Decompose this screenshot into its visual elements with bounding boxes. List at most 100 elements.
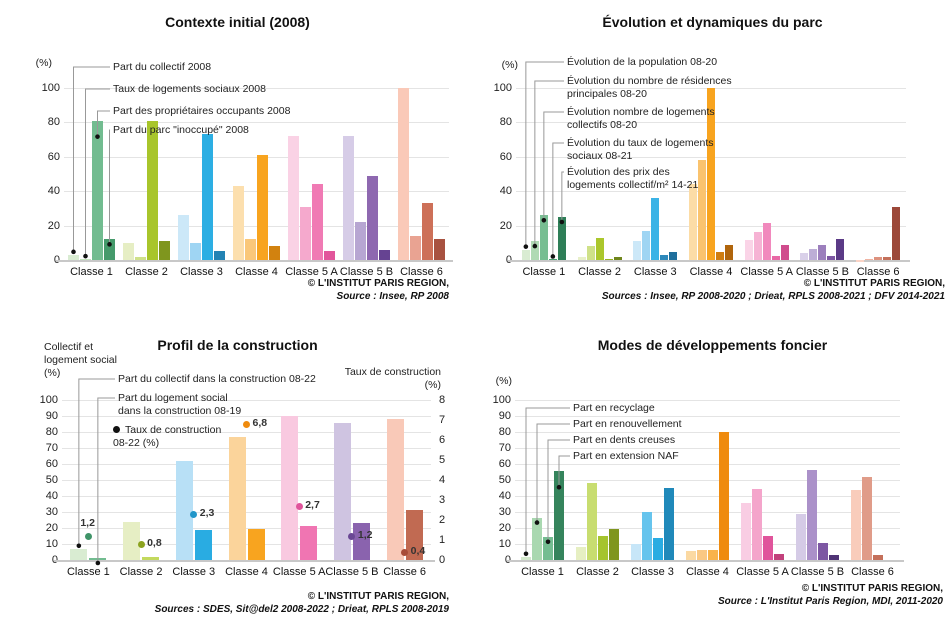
bar-series2-class5 <box>818 543 828 560</box>
y-tick-label: 20 <box>47 219 60 232</box>
legend-item: Part du collectif 2008 <box>113 61 212 73</box>
legend-item: Évolution du nombre de résidences princi… <box>567 75 732 100</box>
bar-series0-class3 <box>228 436 246 560</box>
construction-rate-value: 2,7 <box>305 499 320 511</box>
y-tick-label: 50 <box>498 474 511 486</box>
bar-series0-class6 <box>851 489 861 560</box>
y-tick-label: 0 <box>26 254 60 266</box>
bar-series1-class1 <box>135 256 146 260</box>
bar-series4-class2 <box>669 252 678 260</box>
bar-series1-class6 <box>862 476 872 560</box>
legend-leader-dot <box>550 254 556 259</box>
bar-series2-class4 <box>762 223 771 260</box>
credit-block: © L'INSTITUT PARIS REGION, Sources : Ins… <box>602 277 945 303</box>
bar-series2-class2 <box>651 198 660 260</box>
bar-series1-class5 <box>352 523 370 560</box>
construction-rate-value: 1,2 <box>80 517 95 529</box>
bar-series3-class0 <box>104 239 115 260</box>
y-tick-label: 10 <box>498 538 511 550</box>
bar-series3-class3 <box>716 252 724 260</box>
y-tick-label: 0 <box>24 554 58 566</box>
gridline <box>62 512 431 513</box>
x-category-label: Classe 5 B <box>325 566 379 578</box>
right-axis-title: Taux de construction (%) <box>344 366 441 391</box>
bar-series1-class1 <box>586 246 595 260</box>
bar-series1-class0 <box>532 517 542 560</box>
bar-series0-class5 <box>343 136 354 260</box>
bar-series0-class4 <box>741 503 751 560</box>
bar-series1-class0 <box>89 558 107 560</box>
credit-block: © L'INSTITUT PARIS REGION, Source : L'In… <box>718 582 943 608</box>
x-category-label: Classe 5 A <box>740 266 793 278</box>
right-y-tick-label: 7 <box>439 414 446 426</box>
x-category-label: Classe 1 <box>66 566 110 578</box>
gridline <box>64 88 449 89</box>
bar-series0-class1 <box>123 521 141 560</box>
construction-rate-dot <box>295 502 303 510</box>
bar-series3-class6 <box>883 256 892 260</box>
gridline <box>515 448 900 449</box>
copyright: © L'INSTITUT PARIS REGION, <box>801 583 943 594</box>
legend-item: Part du logement social dans la construc… <box>118 392 242 417</box>
bar-series2-class3 <box>257 155 268 260</box>
y-tick-label: 90 <box>498 410 511 422</box>
bar-series3-class2 <box>660 254 669 260</box>
x-category-label: Classe 3 <box>172 566 216 578</box>
legend-item: Taux de construction 08-22 (%) <box>113 424 221 450</box>
construction-rate-dot <box>137 540 145 548</box>
x-category-label: Classe 6 <box>400 266 443 278</box>
x-category-label: Classe 6 <box>851 566 894 578</box>
gridline <box>62 544 431 545</box>
bar-series1-class2 <box>194 529 212 560</box>
construction-rate-value: 0,8 <box>147 537 162 549</box>
bar-series4-class1 <box>613 256 622 260</box>
bar-series2-class2 <box>202 134 213 260</box>
construction-rate-value: 2,3 <box>199 507 215 519</box>
x-category-label: Classe 4 <box>689 266 733 278</box>
gridline <box>64 156 449 158</box>
bar-series0-class2 <box>633 241 642 260</box>
x-category-label: Classe 3 <box>631 566 674 578</box>
bar-series0-class4 <box>288 136 299 260</box>
bar-series4-class6 <box>892 206 901 260</box>
bar-series3-class0 <box>554 471 564 560</box>
bar-series4-class0 <box>557 217 566 260</box>
chart-panel-profil-construction: Profil de la construction Collectif et l… <box>0 311 475 622</box>
x-axis-line <box>508 260 910 262</box>
x-category-label: Classe 1 <box>521 566 564 578</box>
legend-dot-marker <box>113 426 120 433</box>
bar-series2-class1 <box>147 120 158 260</box>
chart-title: Modes de développements foncier <box>597 337 828 353</box>
copyright: © L'INSTITUT PARIS REGION, <box>307 278 449 289</box>
bar-series1-class2 <box>642 230 651 260</box>
bar-series1-class4 <box>752 488 762 560</box>
gridline <box>515 544 900 545</box>
bar-series3-class1 <box>604 259 613 261</box>
legend-item: Évolution nombre de logements collectifs… <box>567 106 715 131</box>
y-tick-label: 40 <box>45 490 58 502</box>
bar-series0-class0 <box>68 254 79 260</box>
construction-rate-value: 6,8 <box>252 417 268 429</box>
bar-series1-class4 <box>300 206 311 260</box>
right-y-tick-label: 2 <box>439 514 446 526</box>
legend-item: Part en renouvellement <box>573 418 682 430</box>
bar-series3-class3 <box>269 246 280 260</box>
construction-rate-dot <box>84 532 92 540</box>
bar-series3-class1 <box>609 528 619 560</box>
bar-series0-class1 <box>576 547 586 560</box>
bar-series0-class1 <box>123 242 134 260</box>
gridline <box>515 416 900 417</box>
x-category-label: Classe 6 <box>383 566 427 578</box>
x-axis-line <box>507 560 904 562</box>
gridline <box>62 480 431 481</box>
legend-leader-dot <box>83 253 88 259</box>
x-axis-line <box>54 560 435 562</box>
y-axis-unit: (%) <box>495 375 512 387</box>
gridline <box>515 496 900 497</box>
x-category-label: Classe 1 <box>522 266 566 278</box>
x-category-label: Classe 2 <box>119 566 163 578</box>
chart-title: Contexte initial (2008) <box>165 14 310 30</box>
bar-series0-class5 <box>796 514 806 560</box>
x-category-label: Classe 4 <box>225 566 268 578</box>
bar-series0-class0 <box>521 249 530 260</box>
